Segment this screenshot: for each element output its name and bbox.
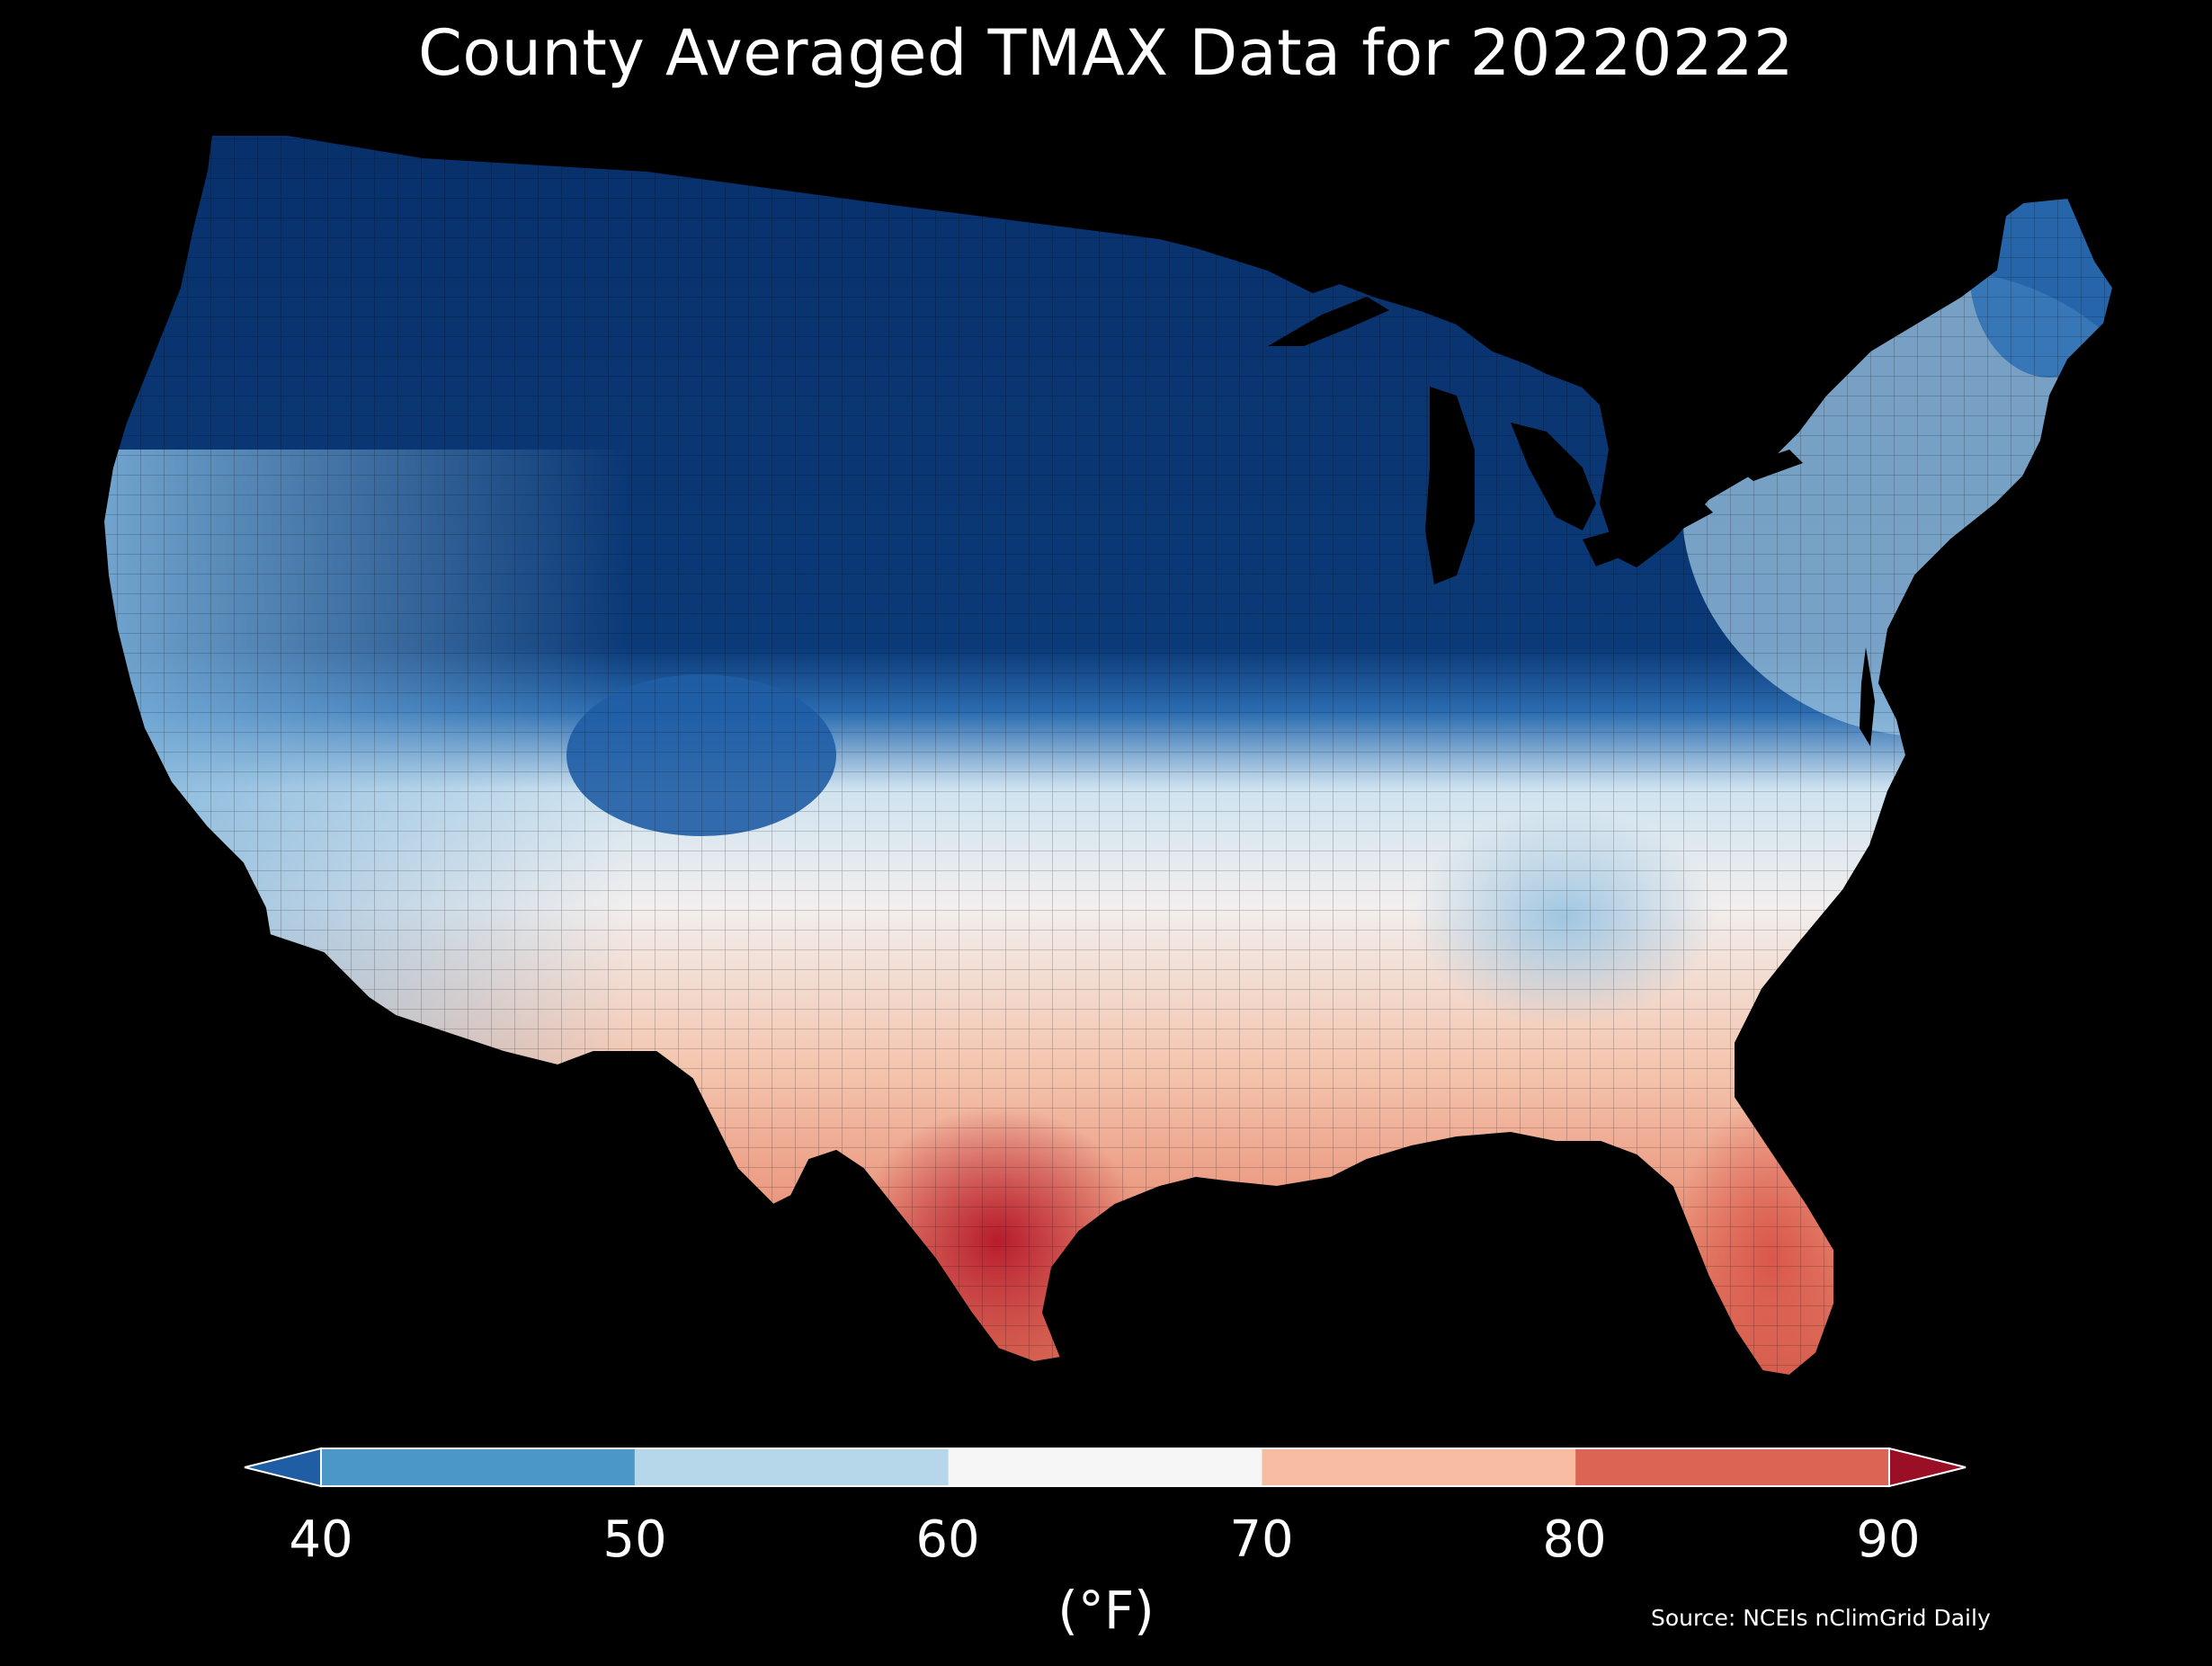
colorbar-bin-70-80 bbox=[1262, 1448, 1576, 1486]
colorbar-tick-50: 50 bbox=[602, 1510, 667, 1569]
county-fill-layer bbox=[103, 135, 2113, 1376]
great-lakes bbox=[1268, 297, 1803, 584]
colorbar-bin-40-50 bbox=[321, 1448, 636, 1486]
colorbar-tick-90: 90 bbox=[1856, 1510, 1921, 1569]
source-note: Source: NCEIs nClimGrid Daily bbox=[1651, 1605, 1991, 1631]
colorbar-tick-60: 60 bbox=[915, 1510, 980, 1569]
colorbar-tick-80: 80 bbox=[1542, 1510, 1607, 1569]
colorbar-tick-70: 70 bbox=[1229, 1510, 1294, 1569]
colorbar-bin-60-70 bbox=[948, 1448, 1262, 1486]
colorbar-bin-50-60 bbox=[634, 1448, 950, 1486]
colorbar-tick-40: 40 bbox=[289, 1510, 353, 1569]
map-title: County Averaged TMAX Data for 20220222 bbox=[417, 16, 1795, 90]
us-county-tmax-map bbox=[103, 134, 2114, 1376]
colorbar-unit-label: (°F) bbox=[1057, 1580, 1155, 1641]
colorbar-bin-80-90 bbox=[1575, 1448, 1890, 1486]
colorbar-extend-high bbox=[1888, 1447, 1967, 1488]
colorbar-extend-low bbox=[244, 1447, 322, 1488]
